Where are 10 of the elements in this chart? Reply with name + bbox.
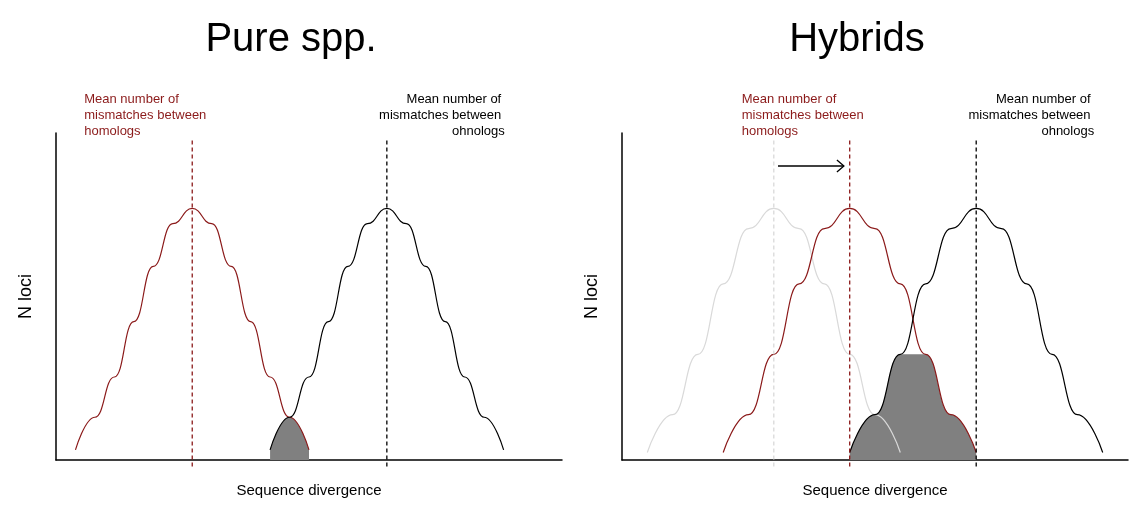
y-axis-title: N loci bbox=[581, 273, 601, 320]
text: Mean number of mismatches between ohnologs bbox=[379, 91, 506, 139]
text: Mean number of mismatches between homologs bbox=[84, 91, 210, 139]
y-axis-title: N loci bbox=[15, 273, 35, 320]
text: Mean number of mismatches between ohnologs bbox=[968, 91, 1095, 139]
chart-title: Pure spp. bbox=[205, 15, 377, 59]
x-axis-title: Sequence divergence bbox=[802, 481, 948, 498]
chart-title: Hybrids bbox=[789, 15, 925, 59]
x-axis-title: Sequence divergence bbox=[236, 481, 382, 498]
text: Mean number of mismatches between homologs bbox=[741, 91, 868, 139]
